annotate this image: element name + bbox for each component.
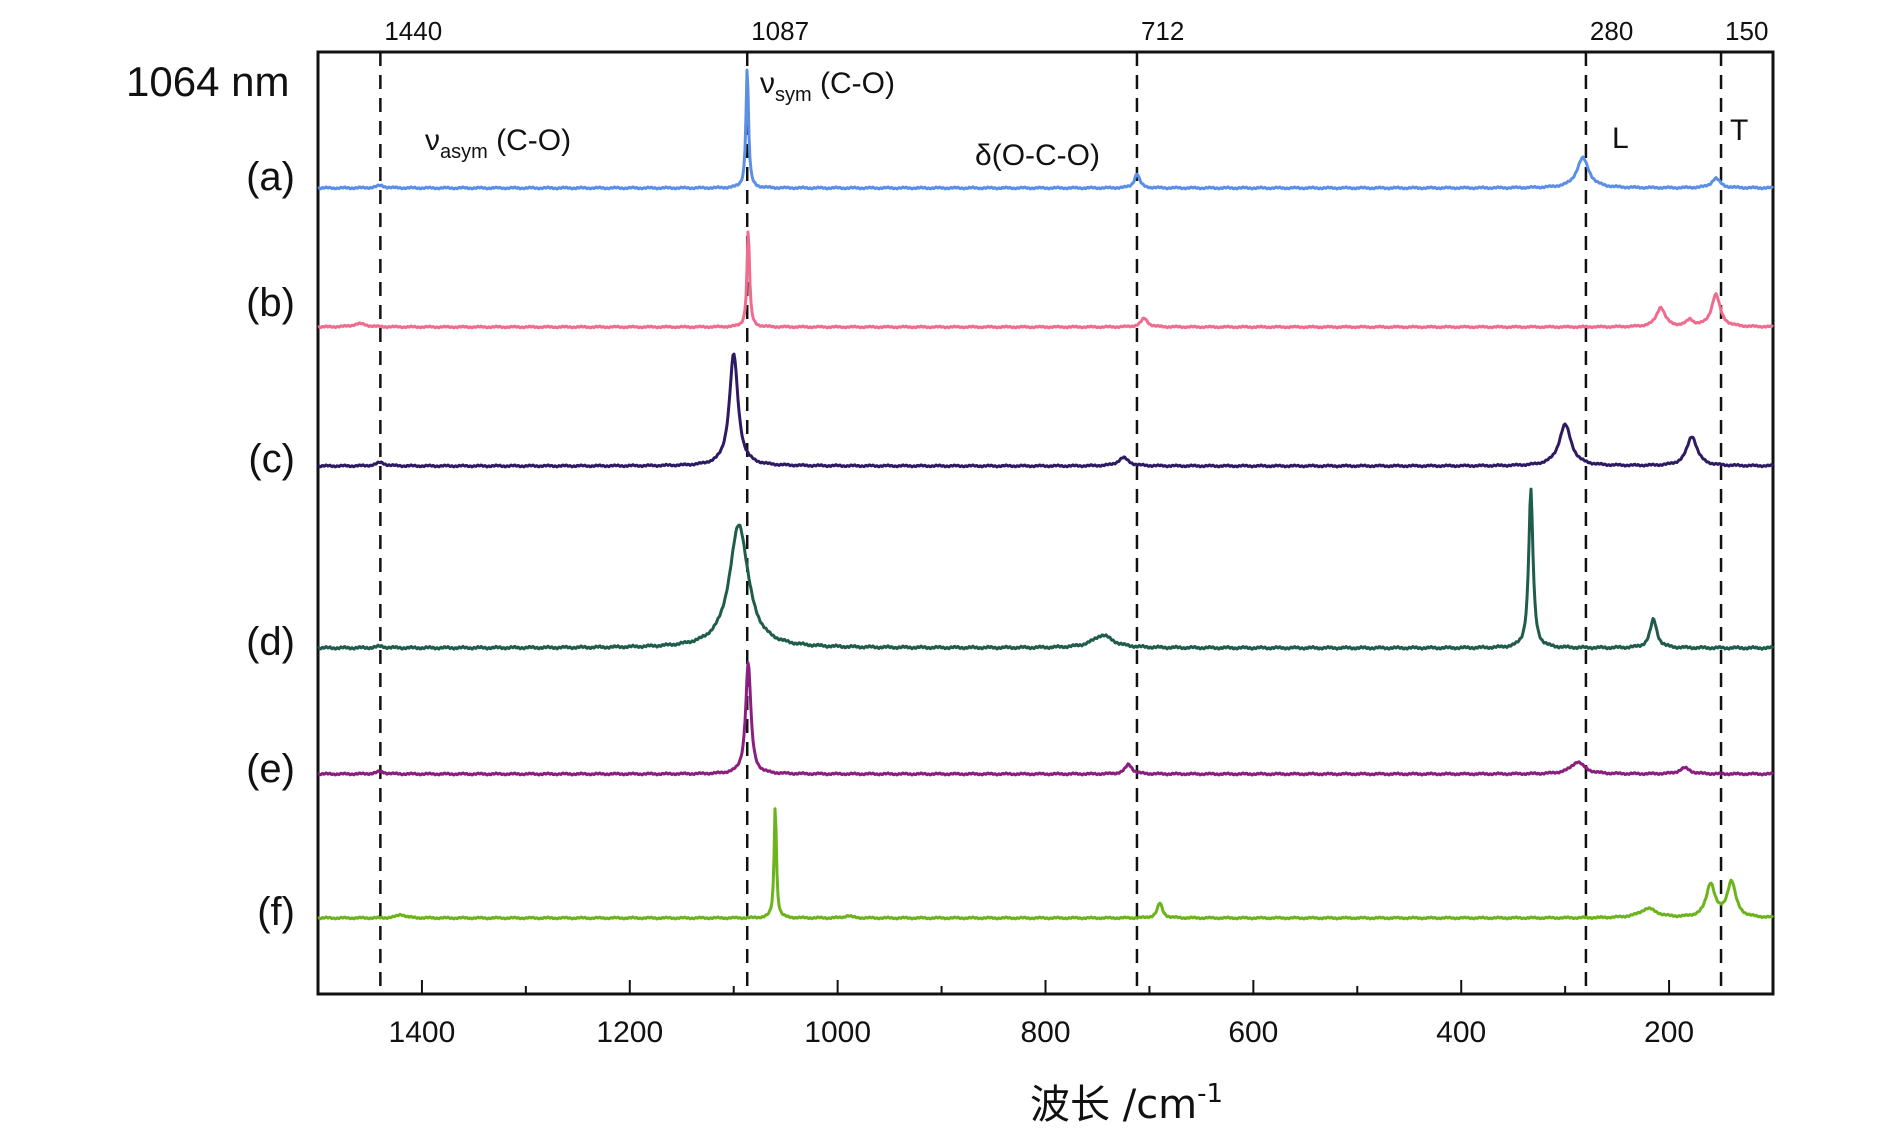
x-tick-label: 400 — [1436, 1016, 1486, 1049]
peak-annotation-main: δ(O-C-O) — [975, 139, 1100, 172]
reference-line-label: 1440 — [384, 16, 442, 46]
peak-annotation-rest: (C-O) — [488, 124, 571, 157]
reference-line-label: 150 — [1725, 16, 1768, 46]
series-label: (e) — [246, 747, 295, 791]
series-label: (d) — [246, 620, 295, 664]
peak-annotation: L — [1612, 122, 1629, 155]
reference-line-label: 1087 — [751, 16, 809, 46]
spectrum-line-a — [317, 68, 1775, 191]
x-axis: 1400 1200 1000 800 600 400 200 — [317, 980, 1774, 1049]
x-tick-label: 600 — [1228, 1016, 1278, 1049]
peak-annotation: νasym (C-O) — [425, 124, 571, 163]
x-tick-label: 200 — [1644, 1016, 1694, 1049]
plot-frame — [316, 50, 1775, 996]
peak-annotation: δ(O-C-O) — [975, 139, 1100, 172]
spectrum-line-d — [317, 487, 1775, 651]
spectrum-line-c — [317, 352, 1775, 469]
peak-annotation-subscript: asym — [440, 141, 488, 163]
peak-annotation-subscript: sym — [775, 84, 812, 106]
x-axis-title: 波长 /cm-1 — [1030, 1079, 1223, 1128]
x-axis-title-superscript: -1 — [1197, 1079, 1223, 1109]
laser-wavelength-label: 1064 nm — [126, 58, 289, 105]
x-tick-label: 800 — [1020, 1016, 1070, 1049]
reference-lines: 1440 1087 712 280 150 — [379, 16, 1768, 994]
spectrum-line-b — [317, 230, 1774, 330]
peak-annotation-main: ν — [425, 124, 440, 157]
peak-annotation-main: ν — [760, 67, 775, 100]
peak-annotation-rest: (C-O) — [812, 67, 895, 100]
series-label: (c) — [248, 437, 295, 481]
spectra-traces — [317, 68, 1775, 921]
series-label: (b) — [246, 281, 295, 325]
reference-line-label: 280 — [1590, 16, 1633, 46]
x-axis-title-main: 波长 /cm — [1030, 1082, 1197, 1128]
x-tick-label: 1000 — [804, 1016, 871, 1049]
peak-annotation-main: T — [1730, 114, 1748, 147]
series-label: (f) — [257, 890, 295, 934]
reference-line-label: 712 — [1141, 16, 1184, 46]
spectrum-line-f — [317, 807, 1775, 921]
x-tick-label: 1400 — [389, 1016, 456, 1049]
peak-annotation-main: L — [1612, 122, 1629, 155]
series-label: (a) — [246, 155, 295, 199]
chart-labels: (a)(b)(c)(d)(e)(f)νasym (C-O)νsym (C-O)δ… — [246, 67, 1748, 934]
peak-annotation: νsym (C-O) — [760, 67, 895, 106]
x-tick-label: 1200 — [596, 1016, 663, 1049]
spectrum-line-e — [317, 661, 1775, 777]
peak-annotation: T — [1730, 114, 1748, 147]
